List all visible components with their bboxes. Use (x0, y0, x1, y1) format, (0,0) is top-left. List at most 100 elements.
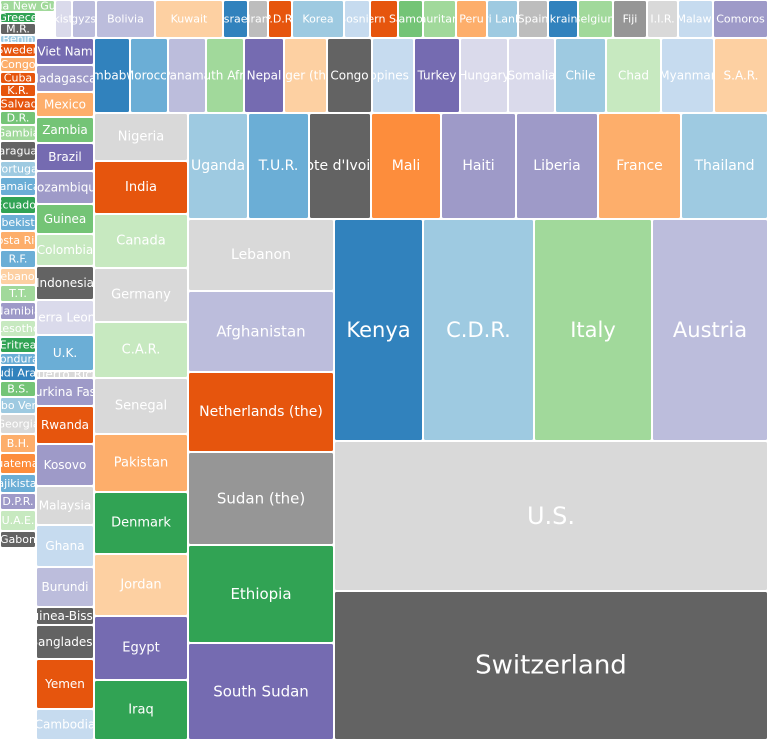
treemap-rect[interactable] (36, 567, 94, 607)
treemap-rect[interactable] (188, 113, 248, 219)
treemap-rect[interactable] (36, 525, 94, 567)
treemap-rect[interactable] (155, 0, 223, 38)
treemap-rect[interactable] (0, 57, 36, 72)
treemap-cell[interactable]: Congo (327, 38, 372, 113)
treemap-cell[interactable]: Liberia (516, 113, 598, 219)
treemap-cell[interactable]: Mexico (36, 92, 94, 117)
treemap-rect[interactable] (714, 38, 768, 113)
treemap-cell[interactable]: Jamaica (0, 177, 40, 196)
treemap-rect[interactable] (36, 371, 94, 378)
treemap-rect[interactable] (55, 0, 72, 38)
treemap-rect[interactable] (94, 38, 130, 113)
treemap-cell[interactable]: Georgia (0, 414, 40, 434)
treemap-rect[interactable] (36, 659, 94, 709)
treemap-rect[interactable] (94, 554, 188, 616)
treemap-rect[interactable] (0, 161, 36, 177)
treemap-rect[interactable] (652, 219, 768, 441)
treemap-rect[interactable] (36, 266, 94, 300)
treemap-rect[interactable] (0, 97, 36, 111)
treemap-cell[interactable]: P.D.R. (264, 0, 295, 38)
treemap-rect[interactable] (309, 113, 371, 219)
treemap-cell[interactable]: Eritrea (0, 337, 36, 353)
treemap-rect[interactable] (578, 0, 613, 38)
treemap-rect[interactable] (36, 171, 94, 204)
treemap-rect[interactable] (0, 531, 36, 548)
treemap-rect[interactable] (94, 616, 188, 680)
treemap-cell[interactable]: C.D.R. (423, 219, 534, 441)
treemap-cell[interactable]: Turkey (414, 38, 460, 113)
treemap-cell[interactable]: Netherlands (the) (188, 372, 334, 452)
treemap-rect[interactable] (372, 38, 414, 113)
treemap-cell[interactable]: Chile (555, 38, 606, 113)
treemap-rect[interactable] (36, 300, 94, 335)
treemap-rect[interactable] (334, 441, 768, 591)
treemap-rect[interactable] (284, 38, 327, 113)
treemap-cell[interactable]: D.R. (0, 111, 36, 125)
treemap-cell[interactable]: Brazil (36, 143, 94, 171)
treemap-cell[interactable]: Nepal (244, 38, 284, 113)
treemap-rect[interactable] (0, 510, 36, 531)
treemap-rect[interactable] (94, 322, 188, 378)
treemap-cell[interactable]: Belgium (573, 0, 618, 38)
treemap-rect[interactable] (606, 38, 661, 113)
treemap-cell[interactable]: Peru (456, 0, 487, 38)
treemap-rect[interactable] (292, 0, 344, 38)
treemap-rect[interactable] (36, 117, 94, 143)
treemap-cell[interactable]: Pakistan (94, 434, 188, 492)
treemap-rect[interactable] (518, 0, 548, 38)
treemap-rect[interactable] (344, 0, 370, 38)
treemap-cell[interactable]: Uganda (188, 113, 248, 219)
treemap-rect[interactable] (72, 0, 96, 38)
treemap-cell[interactable]: France (598, 113, 681, 219)
treemap-cell[interactable]: Burundi (36, 567, 94, 607)
treemap-cell[interactable]: Greece (0, 11, 38, 24)
treemap-rect[interactable] (0, 177, 36, 196)
treemap-cell[interactable]: B.H. (0, 434, 36, 453)
treemap-rect[interactable] (94, 378, 188, 434)
treemap-rect[interactable] (398, 0, 423, 38)
treemap-rect[interactable] (0, 196, 36, 214)
treemap-rect[interactable] (0, 381, 36, 397)
treemap-rect[interactable] (248, 113, 309, 219)
treemap-rect[interactable] (487, 0, 518, 38)
treemap-rect[interactable] (0, 23, 36, 35)
treemap-cell[interactable]: Sierra Leone (27, 300, 102, 335)
treemap-rect[interactable] (94, 434, 188, 492)
treemap-cell[interactable]: Colombia (36, 234, 94, 266)
treemap-rect[interactable] (36, 234, 94, 266)
treemap-cell[interactable]: Panama (163, 38, 211, 113)
treemap-cell[interactable]: Jordan (94, 554, 188, 616)
treemap-rect[interactable] (555, 38, 606, 113)
treemap-cell[interactable]: Yemen (36, 659, 94, 709)
treemap-rect[interactable] (248, 0, 268, 38)
treemap-cell[interactable]: Burkina Faso (27, 378, 104, 406)
treemap-cell[interactable]: Cambodia (35, 709, 96, 740)
treemap-cell[interactable]: Somalia (507, 38, 555, 113)
treemap-cell[interactable]: Israel (220, 0, 250, 38)
treemap-rect[interactable] (0, 84, 36, 97)
treemap-rect[interactable] (94, 268, 188, 322)
treemap-rect[interactable] (0, 397, 36, 414)
treemap-rect[interactable] (0, 72, 36, 84)
treemap-rect[interactable] (0, 111, 36, 125)
treemap-cell[interactable]: Canada (94, 214, 188, 268)
treemap-rect[interactable] (0, 268, 36, 285)
treemap-rect[interactable] (36, 486, 94, 525)
treemap-cell[interactable]: Comoros (713, 0, 768, 38)
treemap-rect[interactable] (0, 453, 36, 474)
treemap-cell[interactable]: Rwanda (36, 406, 94, 444)
treemap-cell[interactable]: Egypt (94, 616, 188, 680)
treemap-rect[interactable] (36, 143, 94, 171)
treemap-rect[interactable] (94, 214, 188, 268)
treemap-rect[interactable] (223, 0, 248, 38)
treemap-cell[interactable]: Iraq (94, 680, 188, 740)
treemap-rect[interactable] (0, 434, 36, 453)
treemap-rect[interactable] (96, 0, 155, 38)
treemap-rect[interactable] (94, 492, 188, 554)
treemap-rect[interactable] (0, 302, 36, 320)
treemap-rect[interactable] (0, 35, 36, 43)
treemap-cell[interactable]: Austria (652, 219, 768, 441)
treemap-rect[interactable] (0, 0, 55, 12)
treemap-rect[interactable] (598, 113, 681, 219)
treemap-cell[interactable]: I.I.R. (647, 0, 678, 38)
